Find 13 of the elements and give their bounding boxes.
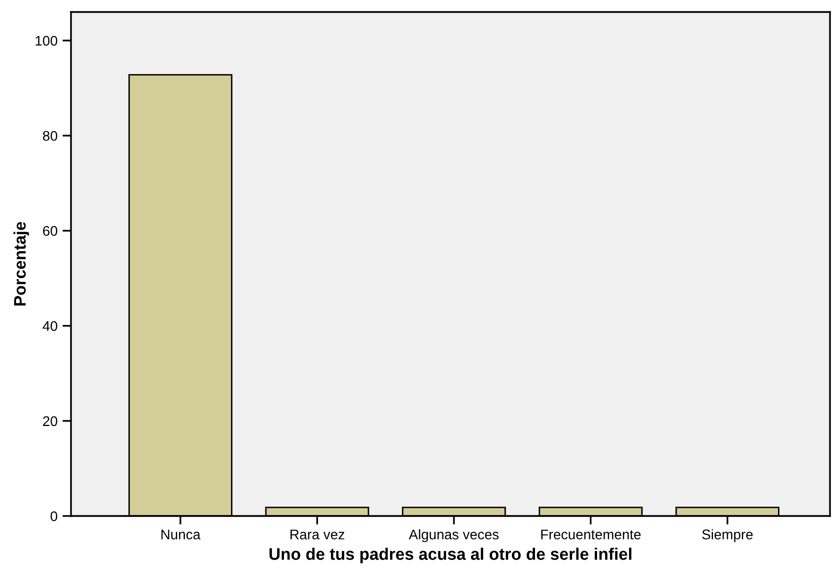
y-tick-label: 100 xyxy=(36,36,58,46)
y-tick-label: 60 xyxy=(43,226,58,236)
y-tick-label: 20 xyxy=(43,416,58,426)
x-tick-label: Rara vez xyxy=(290,530,344,540)
x-tick-label: Algunas veces xyxy=(408,529,499,542)
x-tick-label: Siempre xyxy=(702,529,753,542)
x-tick-label: Nunca xyxy=(161,530,200,540)
y-tick-label: 40 xyxy=(42,321,58,331)
y-tick-label: 0 xyxy=(50,511,58,522)
x-tick-label: Frecuentemente xyxy=(541,530,641,540)
y-tick-label: 80 xyxy=(42,130,58,141)
y-axis-title: Porcentaje xyxy=(14,222,30,306)
x-axis-title: Uno de tus padres acusa al otro de serle infiel xyxy=(270,548,632,564)
